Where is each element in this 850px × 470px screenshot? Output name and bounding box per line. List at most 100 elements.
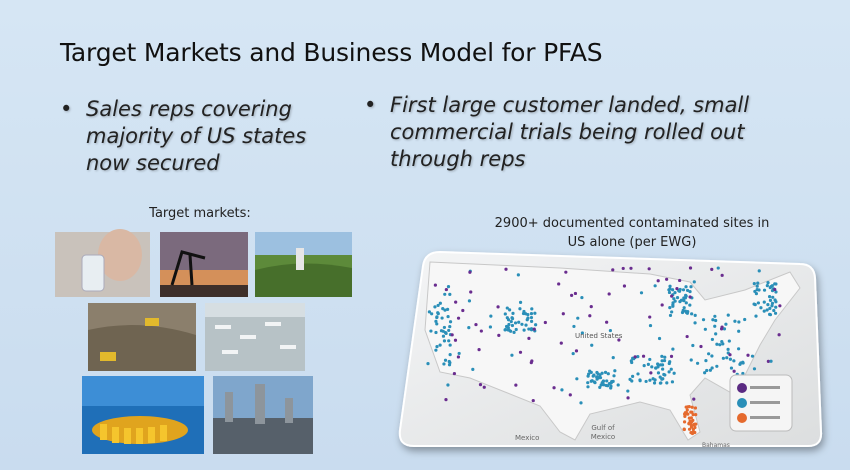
site-dot <box>671 288 675 292</box>
site-dot <box>448 292 452 296</box>
site-dot <box>682 427 686 431</box>
site-dot <box>442 362 446 366</box>
site-dot <box>741 371 745 376</box>
photo-mining <box>88 303 196 371</box>
site-dot <box>668 284 672 288</box>
site-dot <box>722 327 727 331</box>
site-dot <box>684 405 688 409</box>
site-dot <box>586 381 590 385</box>
site-dot <box>524 323 528 327</box>
site-dot <box>576 316 580 320</box>
site-dot <box>665 277 669 281</box>
site-dot <box>479 329 483 333</box>
site-dot <box>630 379 634 383</box>
bullet: • Sales reps covering majority of US sta… <box>60 96 306 177</box>
site-dot <box>690 410 694 414</box>
site-dot <box>684 301 688 305</box>
site-dot <box>611 268 615 272</box>
bullet-line: now secured <box>86 151 220 175</box>
site-dot <box>560 388 564 392</box>
bullet-dot: • <box>60 97 73 121</box>
site-dot <box>675 287 679 291</box>
site-dot <box>685 311 689 315</box>
site-dot <box>726 347 730 351</box>
caption-line: US alone (per EWG) <box>567 235 697 250</box>
site-dot <box>496 305 500 309</box>
site-dot <box>444 331 448 336</box>
site-dot <box>489 314 493 318</box>
site-dot <box>434 319 438 323</box>
site-dot <box>772 308 776 313</box>
site-dot <box>598 385 602 389</box>
site-dot <box>435 315 439 320</box>
site-dot <box>695 361 700 365</box>
site-dot <box>590 379 594 383</box>
site-dot <box>689 358 693 362</box>
site-dot <box>588 369 592 373</box>
site-dot <box>656 363 661 367</box>
site-dot <box>622 284 627 288</box>
site-dot <box>524 312 528 316</box>
site-dot <box>580 331 584 335</box>
site-dot <box>778 304 782 308</box>
site-dot <box>511 311 515 315</box>
site-dot <box>613 369 617 373</box>
site-dot <box>442 325 447 330</box>
site-dot <box>662 358 667 363</box>
map-label: Mexico <box>515 434 539 442</box>
site-dot <box>518 300 523 304</box>
site-dot <box>738 362 742 366</box>
site-dot <box>444 398 448 402</box>
site-dot <box>517 320 521 324</box>
site-dot <box>596 372 600 376</box>
site-dot <box>671 301 675 305</box>
site-dot <box>497 333 501 337</box>
site-dot <box>533 311 537 315</box>
site-dot <box>660 377 664 381</box>
site-dot <box>768 298 773 302</box>
site-dot <box>570 293 574 297</box>
site-dot <box>638 379 642 383</box>
site-dot <box>713 314 717 318</box>
site-dot <box>720 325 724 329</box>
site-dot <box>510 353 514 357</box>
site-dot <box>654 366 658 370</box>
site-dot <box>710 354 714 358</box>
site-dot <box>678 287 682 292</box>
site-dot <box>609 386 613 390</box>
site-dot <box>672 297 676 301</box>
site-dot <box>591 374 595 378</box>
site-dot <box>580 295 584 300</box>
site-dot <box>671 347 675 351</box>
site-dot <box>504 324 509 329</box>
site-dot <box>710 366 714 370</box>
site-dot <box>692 397 696 401</box>
site-dot <box>699 344 703 349</box>
site-dot <box>433 283 437 287</box>
site-dot <box>732 359 736 363</box>
site-dot <box>572 324 576 329</box>
site-dot <box>435 322 439 326</box>
site-dot <box>728 353 732 357</box>
site-dot <box>755 284 759 288</box>
site-dot <box>601 379 605 384</box>
site-dot <box>770 301 775 305</box>
site-dot <box>504 267 508 271</box>
site-dot <box>767 295 772 299</box>
site-dot <box>457 351 461 356</box>
site-dot <box>631 374 635 378</box>
photo-oil <box>160 232 248 297</box>
site-dot <box>467 326 471 330</box>
site-dot <box>605 379 609 383</box>
site-dot <box>690 405 694 409</box>
site-dot <box>669 367 673 371</box>
site-dot <box>720 273 724 277</box>
site-dot <box>656 279 660 283</box>
site-dot <box>649 371 653 375</box>
site-dot <box>438 343 442 347</box>
site-dot <box>433 305 437 309</box>
site-dot <box>667 290 672 295</box>
site-dot <box>701 318 706 322</box>
